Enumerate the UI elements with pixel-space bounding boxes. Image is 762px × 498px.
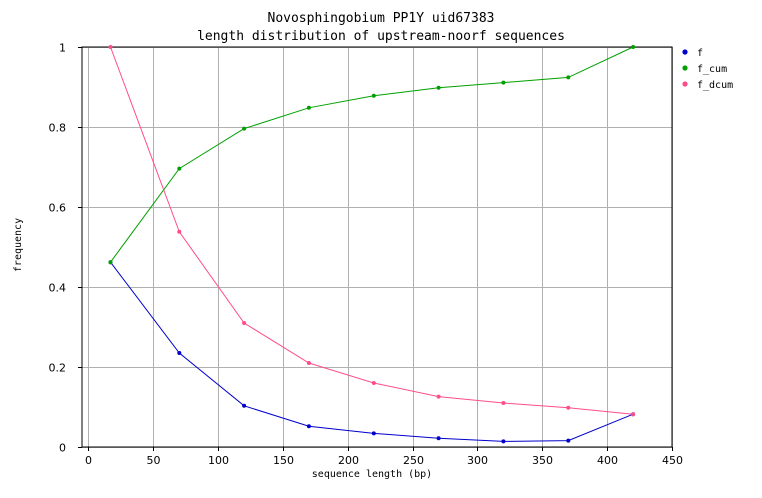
- legend-item: f: [682, 48, 703, 59]
- legend-item: f_dcum: [682, 80, 733, 91]
- chart-subtitle: length distribution of upstream-noorf se…: [197, 29, 565, 44]
- data-point: [242, 321, 247, 325]
- y-tick-label: 0.2: [49, 362, 67, 375]
- legend-item: f_cum: [682, 64, 727, 75]
- legend-marker: [682, 81, 688, 87]
- legend-marker: [682, 49, 688, 55]
- legend-label: f_cum: [697, 64, 727, 75]
- chart-title: Novosphingobium PP1Y uid67383: [268, 11, 495, 26]
- data-point: [436, 394, 441, 399]
- axis-ticks: 0 50 100 150 200 250 300 350 400 450 0 0.2 0.4 0.6 0.8…: [49, 42, 684, 468]
- x-tick-label: 350: [532, 454, 553, 467]
- x-tick-label: 0: [85, 454, 92, 467]
- data-point: [566, 438, 571, 443]
- data-point: [306, 424, 311, 429]
- y-tick-label: 0.6: [49, 202, 67, 215]
- series-f-dcum: [108, 45, 636, 417]
- legend-marker: [682, 65, 688, 71]
- data-point: [501, 401, 506, 405]
- data-point: [436, 436, 441, 441]
- data-point: [306, 105, 311, 110]
- legend-label: f_dcum: [697, 80, 733, 91]
- data-point: [371, 431, 376, 436]
- data-point: [566, 75, 571, 80]
- data-point: [108, 260, 113, 265]
- data-point: [108, 45, 113, 49]
- data-point: [501, 439, 506, 444]
- data-point: [177, 166, 182, 171]
- x-tick-label: 150: [273, 454, 294, 467]
- x-axis-label: sequence length (bp): [312, 469, 432, 480]
- y-tick-label: 1: [59, 42, 66, 55]
- data-point: [436, 85, 441, 90]
- data-point: [566, 405, 571, 410]
- x-tick-label: 450: [662, 454, 683, 467]
- y-tick-label: 0.8: [49, 122, 67, 135]
- data-point: [501, 80, 506, 85]
- series-layer: [108, 45, 636, 444]
- data-point: [242, 126, 247, 131]
- legend: f f_cum f_dcum: [682, 48, 733, 91]
- x-tick-label: 400: [597, 454, 618, 467]
- data-point: [371, 381, 376, 385]
- data-point: [631, 45, 636, 49]
- data-point: [631, 412, 636, 417]
- x-tick-label: 250: [403, 454, 424, 467]
- data-point: [177, 351, 182, 355]
- y-tick-label: 0: [59, 442, 66, 455]
- y-tick-label: 0.4: [49, 282, 67, 295]
- series-f: [108, 260, 636, 444]
- x-tick-label: 100: [208, 454, 229, 467]
- legend-label: f: [697, 48, 703, 59]
- x-tick-label: 50: [147, 454, 161, 467]
- series-f-cum: [108, 45, 636, 265]
- data-point: [306, 361, 311, 365]
- x-tick-label: 200: [338, 454, 359, 467]
- plot-frame: [81, 46, 673, 448]
- x-tick-label: 300: [467, 454, 488, 467]
- y-axis-label: frequency: [13, 218, 24, 272]
- data-point: [242, 403, 247, 408]
- data-point: [371, 93, 376, 98]
- data-point: [177, 229, 182, 234]
